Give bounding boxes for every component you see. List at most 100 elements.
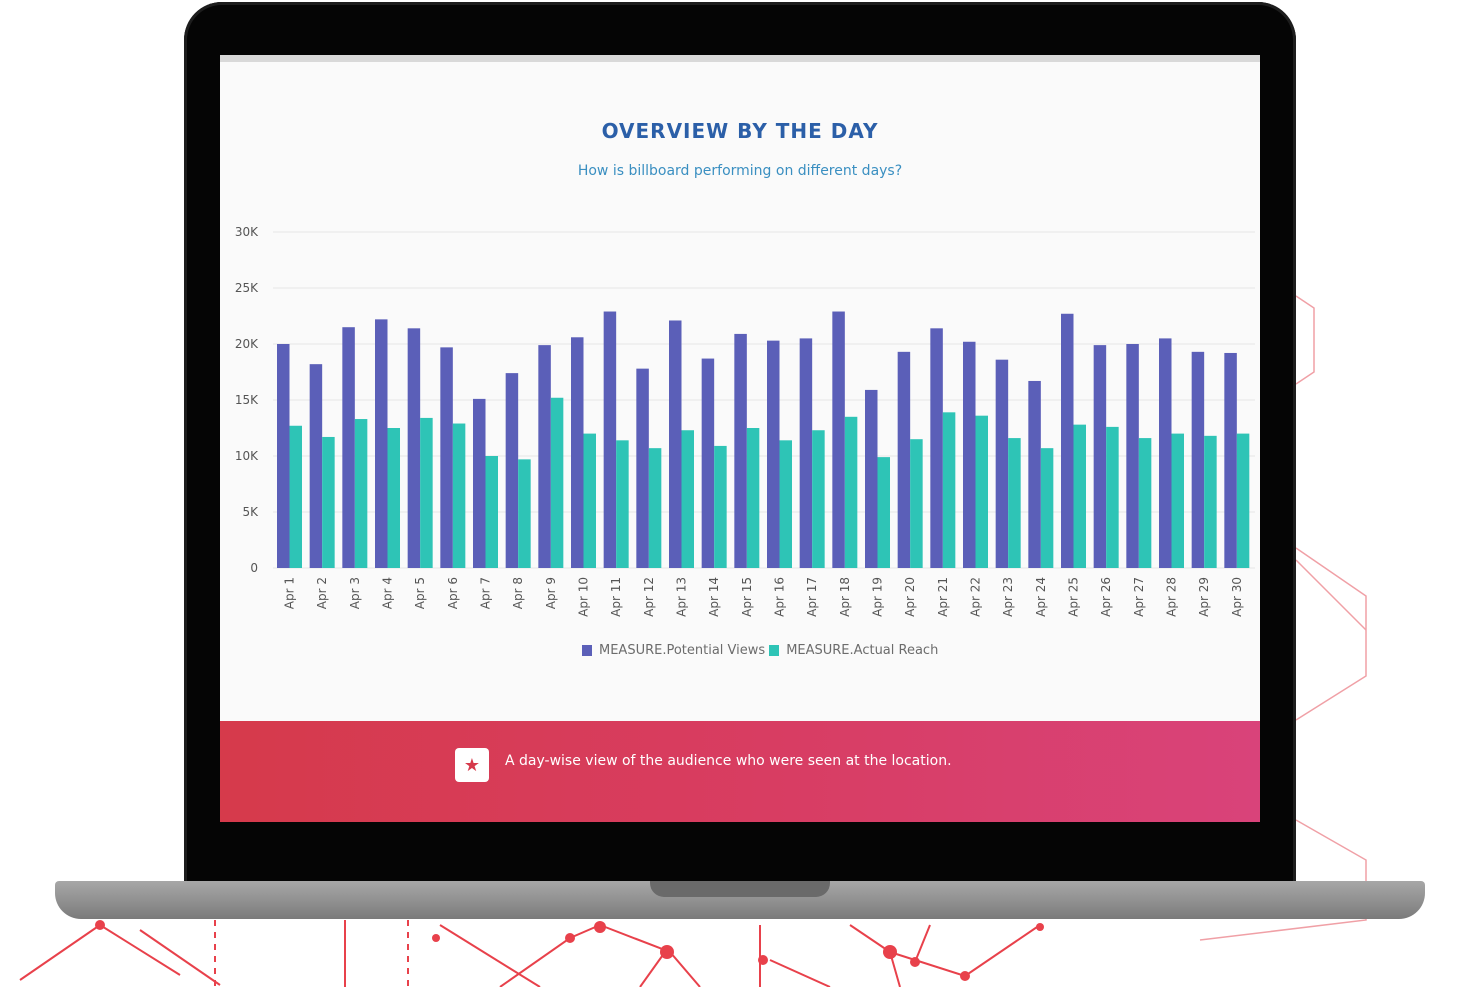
- bar-potential-views: [995, 359, 1009, 568]
- bar-potential-views: [309, 364, 323, 568]
- bar-actual-reach: [420, 417, 433, 568]
- x-tick-label: Apr 9: [544, 577, 558, 609]
- x-tick-label: Apr 17: [805, 577, 819, 617]
- laptop-screen: OVERVIEW BY THE DAY How is billboard per…: [220, 55, 1260, 822]
- bar-potential-views: [538, 345, 551, 568]
- bar-actual-reach: [289, 425, 302, 568]
- x-tick-label: Apr 23: [1001, 577, 1015, 617]
- bar-potential-views: [734, 333, 747, 568]
- bar-potential-views: [832, 311, 845, 568]
- bar-potential-views: [767, 340, 780, 568]
- y-tick-label: 0: [250, 561, 258, 575]
- bar-actual-reach: [812, 430, 825, 568]
- bar-potential-views: [1061, 313, 1074, 568]
- bar-actual-reach: [550, 397, 564, 568]
- bar-potential-views: [897, 351, 911, 568]
- x-tick-label: Apr 10: [577, 577, 591, 617]
- bar-actual-reach: [1236, 433, 1250, 568]
- banner-text: A day-wise view of the audience who were…: [505, 753, 952, 769]
- x-tick-label: Apr 28: [1165, 577, 1179, 617]
- x-tick-label: Apr 29: [1197, 577, 1211, 617]
- x-tick-label: Apr 20: [903, 577, 917, 617]
- bar-potential-views: [1159, 338, 1172, 568]
- x-tick-label: Apr 7: [479, 577, 493, 609]
- bar-actual-reach: [681, 430, 694, 568]
- bar-actual-reach: [1073, 424, 1086, 568]
- legend-label-actual-reach: MEASURE.Actual Reach: [786, 642, 939, 658]
- bar-actual-reach: [714, 445, 727, 568]
- star-icon: ★: [455, 748, 489, 782]
- legend-item-potential-views[interactable]: MEASURE.Potential Views: [582, 643, 765, 658]
- bar-actual-reach: [877, 457, 890, 568]
- bar-potential-views: [1191, 351, 1205, 568]
- y-tick-label: 25K: [235, 281, 259, 295]
- bar-actual-reach: [1138, 438, 1152, 568]
- bar-potential-views: [1093, 345, 1107, 568]
- bar-actual-reach: [779, 440, 792, 568]
- bar-actual-reach: [322, 436, 335, 568]
- bar-actual-reach: [518, 459, 531, 568]
- x-tick-label: Apr 13: [675, 577, 689, 617]
- x-tick-label: Apr 22: [969, 577, 983, 617]
- bar-potential-views: [603, 311, 617, 568]
- bar-actual-reach: [452, 423, 466, 568]
- chart-title: OVERVIEW BY THE DAY: [601, 119, 879, 143]
- x-tick-label: Apr 27: [1132, 577, 1146, 617]
- x-tick-label: Apr 12: [642, 577, 656, 617]
- x-tick-label: Apr 25: [1067, 577, 1081, 617]
- x-tick-label: Apr 24: [1034, 577, 1048, 617]
- x-tick-label: Apr 21: [936, 577, 950, 617]
- legend-label-potential-views: MEASURE.Potential Views: [599, 642, 766, 658]
- x-tick-label: Apr 4: [381, 577, 395, 609]
- bar-potential-views: [571, 337, 584, 568]
- bar-potential-views: [407, 328, 421, 568]
- x-tick-label: Apr 16: [773, 577, 787, 617]
- bar-potential-views: [799, 338, 813, 568]
- bar-actual-reach: [1040, 448, 1054, 568]
- y-tick-label: 30K: [235, 225, 259, 239]
- bar-actual-reach: [942, 412, 956, 568]
- bar-potential-views: [277, 344, 290, 568]
- bar-potential-views: [375, 319, 388, 568]
- x-tick-label: Apr 5: [413, 577, 427, 609]
- legend-item-actual-reach[interactable]: MEASURE.Actual Reach: [769, 643, 938, 658]
- y-tick-label: 20K: [235, 337, 259, 351]
- insight-banner: ★ A day-wise view of the audience who we…: [220, 721, 1260, 822]
- bar-actual-reach: [1171, 433, 1184, 568]
- legend-swatch-actual-reach: [769, 644, 780, 656]
- bar-potential-views: [1224, 352, 1237, 568]
- legend-swatch-potential-views: [582, 644, 592, 656]
- laptop-hinge-notch: [650, 881, 830, 897]
- bar-actual-reach: [1106, 426, 1119, 568]
- x-tick-label: Apr 26: [1099, 577, 1113, 617]
- bar-actual-reach: [387, 428, 400, 568]
- bar-actual-reach: [616, 440, 629, 568]
- bar-actual-reach: [844, 416, 858, 568]
- bar-actual-reach: [583, 433, 596, 568]
- bar-actual-reach: [910, 439, 923, 568]
- bar-potential-views: [505, 373, 519, 568]
- bar-actual-reach: [746, 428, 760, 568]
- y-tick-label: 15K: [235, 393, 259, 407]
- x-tick-label: Apr 30: [1230, 577, 1244, 617]
- y-tick-label: 10K: [235, 449, 259, 463]
- bar-chart: 0 5K 10K 15K 20K 25K 30K Apr 1 Apr 2 Apr 3 Apr 4 Ap…: [235, 225, 1255, 617]
- bar-potential-views: [636, 368, 649, 568]
- x-tick-label: Apr 18: [838, 577, 852, 617]
- bar-actual-reach: [975, 415, 988, 568]
- screen-top-bar: [220, 55, 1260, 62]
- bar-actual-reach: [1204, 435, 1217, 568]
- x-tick-label: Apr 15: [740, 577, 754, 617]
- bar-actual-reach: [354, 419, 368, 568]
- bar-actual-reach: [485, 456, 498, 568]
- bar-potential-views: [1126, 344, 1139, 568]
- x-tick-label: Apr 19: [871, 577, 885, 617]
- x-tick-label: Apr 2: [315, 577, 329, 609]
- x-tick-label: Apr 8: [511, 577, 525, 609]
- bar-actual-reach: [1008, 438, 1021, 568]
- x-tick-label: Apr 6: [446, 577, 460, 609]
- x-tick-label: Apr 14: [707, 577, 721, 617]
- x-tick-label: Apr 1: [283, 577, 297, 609]
- bar-potential-views: [930, 328, 943, 568]
